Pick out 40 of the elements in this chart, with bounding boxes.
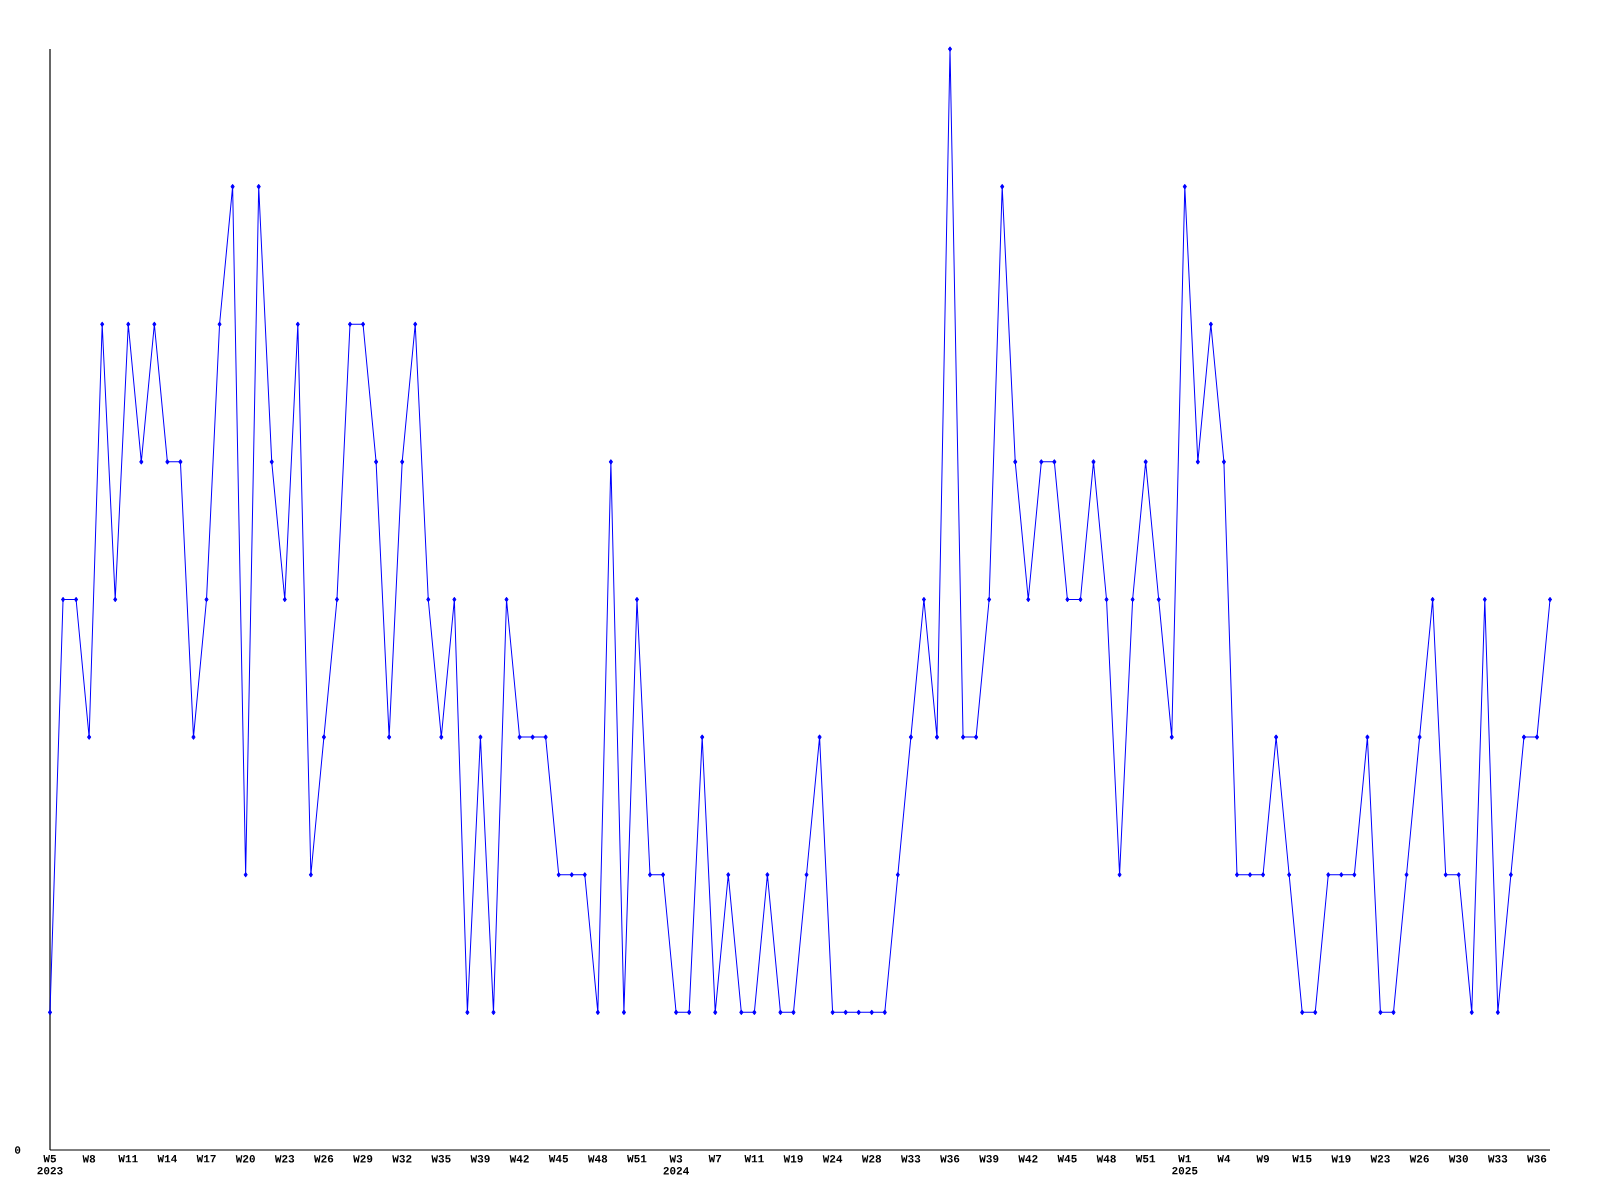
x-tick-label: W4 <box>1217 1155 1231 1163</box>
x-tick-label: W9 <box>1256 1155 1270 1163</box>
x-tick-label: W5 2023 <box>37 1155 63 1175</box>
x-tick-label: W45 <box>1057 1155 1077 1163</box>
x-tick-label: W11 <box>744 1155 764 1163</box>
x-tick-label: W19 <box>783 1155 803 1163</box>
x-tick-label: W29 <box>353 1155 373 1163</box>
x-tick-label: W30 <box>1448 1155 1468 1163</box>
x-tick-label: W7 <box>708 1155 722 1163</box>
x-tick-label: W42 <box>509 1155 529 1163</box>
text: 0 <box>14 1146 21 1154</box>
x-tick-label: W15 <box>1292 1155 1312 1163</box>
x-tick-label: W14 <box>157 1155 177 1163</box>
x-tick-label: W32 <box>392 1155 412 1163</box>
x-tick-label: W1 2025 <box>1172 1155 1198 1175</box>
x-tick-label: W35 <box>431 1155 451 1163</box>
x-tick-label: W48 <box>1096 1155 1116 1163</box>
x-tick-label: W23 <box>274 1155 295 1163</box>
x-tick-label: W36 <box>940 1155 960 1163</box>
x-tick-label: W28 <box>861 1155 882 1163</box>
x-tick-label: W17 <box>196 1155 216 1163</box>
x-tick-label: W26 <box>1409 1155 1429 1163</box>
x-tick-label: W11 <box>118 1155 138 1163</box>
x-tick-label: W3 2024 <box>663 1155 689 1175</box>
x-tick-label: W39 <box>470 1155 490 1163</box>
x-tick-label: W19 <box>1331 1155 1351 1163</box>
x-tick-label: W48 <box>587 1155 608 1163</box>
x-tick-label: W36 <box>1527 1155 1547 1163</box>
x-tick-label: W42 <box>1018 1155 1038 1163</box>
x-tick-label: W51 <box>1135 1155 1156 1163</box>
x-tick-label: W39 <box>979 1155 999 1163</box>
x-tick-label: W26 <box>314 1155 334 1163</box>
x-tick-label: W33 <box>1487 1155 1508 1163</box>
x-tick-label: W20 <box>235 1155 255 1163</box>
x-tick-label: W23 <box>1370 1155 1390 1163</box>
x-tick-label: W8 <box>82 1155 96 1163</box>
x-tick-label: W33 <box>900 1155 921 1163</box>
x-tick-label: W24 <box>822 1155 843 1163</box>
x-tick-label: W51 <box>627 1155 647 1163</box>
x-tick-label: W45 <box>548 1155 569 1163</box>
